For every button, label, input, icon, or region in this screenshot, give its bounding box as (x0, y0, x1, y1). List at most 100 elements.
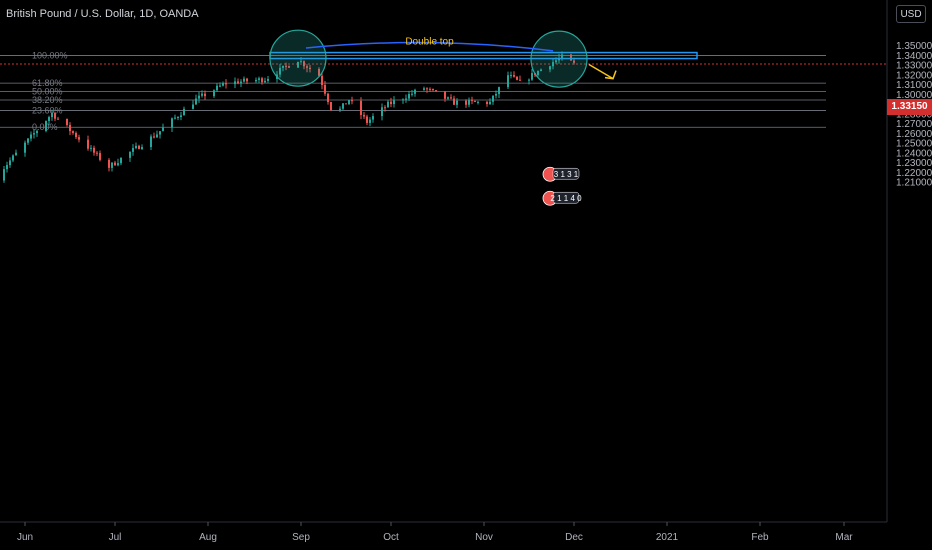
candle (366, 114, 368, 126)
candle (204, 90, 206, 100)
price-tick-label: 1.33000 (896, 61, 932, 72)
candle (54, 111, 56, 122)
candle (183, 106, 185, 116)
candle (549, 65, 551, 73)
candle (426, 87, 428, 93)
currency-selector[interactable]: USD (896, 5, 926, 23)
candle (255, 77, 257, 84)
candle (222, 81, 224, 87)
down-arrow-icon[interactable] (588, 63, 617, 80)
price-tick-label: 1.30000 (896, 90, 932, 101)
fib-level-label: 23.60% (32, 105, 63, 115)
candle (450, 94, 452, 100)
candle (537, 70, 539, 77)
candle (51, 109, 53, 121)
event-badge[interactable]: 3 1 3 1 (542, 166, 580, 182)
price-tick-label: 1.27000 (896, 119, 932, 130)
price-tick-label: 1.31000 (896, 80, 932, 91)
candle (159, 131, 161, 139)
candle (219, 82, 221, 88)
candle (510, 71, 512, 79)
price-tick-label: 1.24000 (896, 148, 932, 159)
candle (321, 72, 323, 90)
candle (201, 90, 203, 98)
price-tick-label: 1.34000 (896, 51, 932, 62)
candle (192, 100, 194, 110)
candle (369, 117, 371, 127)
candle (66, 118, 68, 127)
candle (216, 83, 218, 92)
candle (306, 64, 308, 73)
time-tick-label: Mar (835, 532, 853, 543)
candle (78, 134, 80, 143)
candlestick-series (3, 51, 575, 183)
candle (435, 90, 437, 92)
time-tick-label: Feb (751, 532, 769, 543)
candle (288, 65, 290, 69)
chart-drawings[interactable]: Double top (269, 29, 698, 88)
candle (9, 157, 11, 168)
economic-events[interactable]: 3 1 3 1 2 1 1 4 0 (542, 166, 582, 206)
first-top-circle[interactable] (269, 29, 327, 87)
candle (456, 98, 458, 109)
event-badge[interactable]: 2 1 1 4 0 (542, 190, 582, 206)
price-tick-label: 1.23000 (896, 158, 932, 169)
price-tick-label: 1.25000 (896, 139, 932, 150)
candle (408, 90, 410, 101)
current-price-label: 1.33150 (887, 99, 932, 115)
time-axis[interactable]: Jun Jul Aug Sep Oct Nov Dec 2021 Feb Mar (17, 522, 853, 543)
candle (261, 76, 263, 85)
candle (360, 97, 362, 120)
candle (351, 96, 353, 105)
candle (96, 150, 98, 157)
candle (309, 64, 311, 73)
candle (447, 96, 449, 100)
candle (342, 103, 344, 111)
candle (297, 61, 299, 68)
candle (240, 79, 242, 87)
candle (303, 60, 305, 70)
candle (405, 94, 407, 103)
candle (267, 76, 269, 83)
candle (171, 117, 173, 132)
candle (111, 162, 113, 172)
candle (195, 94, 197, 105)
candle (492, 95, 494, 105)
candle (471, 96, 473, 105)
candle (87, 135, 89, 151)
candle (117, 158, 119, 167)
candle (234, 77, 236, 89)
candle (45, 120, 47, 133)
candle (12, 154, 14, 163)
candle (330, 101, 332, 112)
candle (498, 86, 500, 99)
candle (132, 144, 134, 156)
candle (444, 91, 446, 102)
candle (93, 145, 95, 156)
candle (258, 76, 260, 84)
candle (390, 97, 392, 108)
time-tick-label: Nov (475, 532, 493, 543)
pattern-label[interactable]: Double top (405, 37, 454, 48)
candle (468, 97, 470, 108)
price-tick-label: 1.22000 (896, 168, 932, 179)
candle (384, 105, 386, 112)
candle (180, 111, 182, 121)
candle (363, 112, 365, 120)
fib-level-label: 38.20% (32, 95, 63, 105)
time-tick-label: Aug (199, 532, 217, 543)
candle (36, 129, 38, 137)
candle (423, 86, 425, 91)
candle (531, 68, 533, 81)
candle (519, 75, 521, 81)
candle (135, 142, 137, 150)
second-top-circle[interactable] (530, 30, 588, 88)
candle (141, 144, 143, 151)
candle (243, 76, 245, 83)
time-tick-label: Dec (565, 532, 583, 543)
double-top-arc[interactable] (305, 41, 554, 52)
candle (138, 144, 140, 150)
candle (411, 89, 413, 97)
chart-title: British Pound / U.S. Dollar, 1D, OANDA (6, 8, 199, 20)
